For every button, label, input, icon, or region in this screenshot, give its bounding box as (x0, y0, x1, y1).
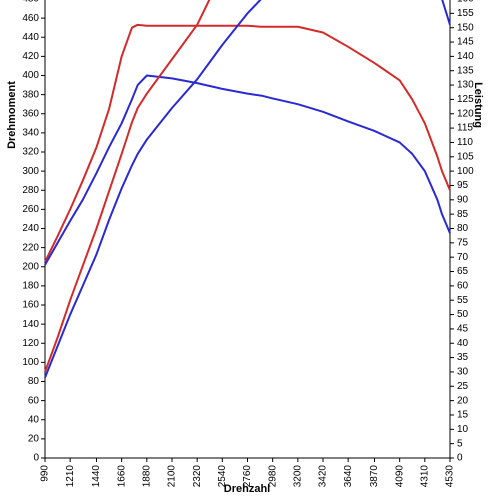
y2-tick-label: 75 (457, 237, 469, 248)
y-tick-label: 100 (22, 357, 39, 368)
x-tick-label: 3640 (343, 465, 354, 488)
y2-tick-label: 130 (457, 80, 474, 91)
y-tick-label: 380 (22, 89, 39, 100)
y2-tick-label: 45 (457, 324, 469, 335)
y2-tick-label: 110 (457, 137, 473, 148)
y2-tick-label: 25 (457, 381, 469, 392)
y-tick-label: 20 (28, 434, 40, 445)
y-tick-label: 200 (22, 261, 39, 272)
y-tick-label: 260 (22, 204, 39, 215)
x-tick-label: 4090 (394, 465, 405, 488)
y2-tick-label: 125 (457, 94, 474, 105)
x-tick-label: 2980 (267, 465, 278, 488)
x-tick-label: 1210 (65, 465, 76, 488)
y-tick-label: 80 (28, 376, 40, 387)
x-tick-label: 1440 (91, 465, 102, 488)
y-tick-label: 280 (22, 185, 39, 196)
y-axis-title: Drehmoment (6, 81, 18, 149)
x-tick-label: 3200 (292, 465, 303, 488)
y2-tick-label: 145 (457, 37, 474, 48)
x-tick-label: 2320 (192, 465, 203, 488)
y-tick-label: 320 (22, 147, 39, 158)
y2-tick-label: 100 (457, 166, 474, 177)
y2-tick-label: 20 (457, 395, 469, 406)
y2-tick-label: 80 (457, 223, 469, 234)
y-tick-label: 140 (22, 319, 39, 330)
y-tick-label: 220 (22, 242, 39, 253)
x-tick-label: 3870 (369, 465, 380, 488)
x-tick-label: 4530 (445, 465, 456, 488)
x-tick-label: 2540 (217, 465, 228, 488)
y-tick-label: 160 (22, 300, 39, 311)
y2-tick-label: 40 (457, 338, 469, 349)
y2-tick-label: 85 (457, 209, 469, 220)
y2-tick-label: 105 (457, 151, 474, 162)
y2-tick-label: 5 (457, 438, 463, 449)
y2-tick-label: 15 (457, 410, 469, 421)
y2-tick-label: 65 (457, 266, 469, 277)
y2-tick-label: 155 (457, 8, 474, 19)
y2-tick-label: 60 (457, 281, 469, 292)
y2-tick-label: 90 (457, 194, 469, 205)
y2-tick-label: 10 (457, 424, 469, 435)
y2-tick-label: 55 (457, 295, 469, 306)
y-tick-label: 440 (22, 32, 39, 43)
y2-tick-label: 150 (457, 22, 474, 33)
y2-tick-label: 120 (457, 108, 474, 119)
y2-tick-label: 50 (457, 309, 469, 320)
y-tick-label: 340 (22, 128, 39, 139)
x-tick-label: 1660 (116, 465, 127, 488)
series-line (44, 0, 211, 373)
y2-axis-title: Leistung (472, 82, 484, 128)
y-tick-label: 60 (28, 395, 40, 406)
y-tick-label: 400 (22, 70, 39, 81)
series-line (44, 0, 451, 379)
y2-tick-label: 0 (457, 453, 463, 464)
x-tick-label: 1880 (141, 465, 152, 488)
x-tick-label: 4310 (419, 465, 430, 488)
y2-tick-label: 140 (457, 51, 474, 62)
y-tick-label: 240 (22, 223, 39, 234)
y-tick-label: 420 (22, 51, 39, 62)
y-tick-label: 40 (28, 414, 40, 425)
x-tick-label: 990 (40, 465, 51, 482)
y2-tick-label: 35 (457, 352, 469, 363)
y-tick-label: 480 (22, 0, 39, 5)
y-tick-label: 460 (22, 13, 39, 24)
y2-tick-label: 30 (457, 367, 469, 378)
series-line (44, 23, 451, 263)
y2-tick-label: 135 (457, 65, 474, 76)
x-tick-label: 2760 (242, 465, 253, 488)
y2-tick-label: 115 (457, 123, 473, 134)
x-axis-title: Drehzahl (224, 483, 270, 495)
x-tick-label: 2100 (167, 465, 178, 488)
x-tick-label: 3420 (318, 465, 329, 488)
y-tick-label: 300 (22, 166, 39, 177)
series-line (44, 74, 451, 266)
y-tick-label: 360 (22, 108, 39, 119)
y2-tick-label: 70 (457, 252, 469, 263)
y-tick-label: 120 (22, 338, 39, 349)
y2-tick-label: 95 (457, 180, 469, 191)
y2-tick-label: 160 (457, 0, 474, 5)
y-tick-label: 0 (33, 453, 39, 464)
y-tick-label: 180 (22, 281, 39, 292)
